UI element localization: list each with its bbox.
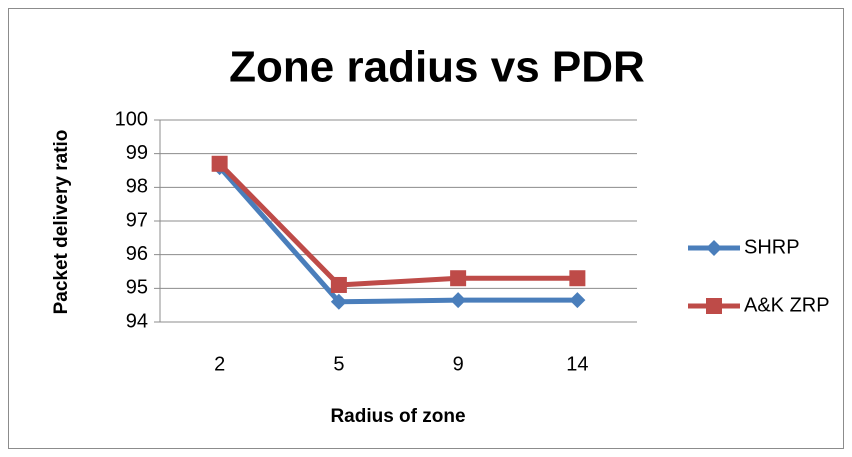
marker [569,270,586,287]
series-line [217,162,578,288]
marker [706,240,722,256]
legend-label: A&K ZRP [744,294,830,316]
y-tick-label: 99 [126,142,148,164]
y-tick-label: 97 [126,209,148,231]
chart-border [8,8,844,449]
y-tick-label: 95 [126,277,148,299]
y-tick-label: 96 [126,243,148,265]
y-axis-label: Packet delivery ratio [51,130,72,315]
marker [450,270,467,287]
marker [706,298,722,314]
x-tick-label: 5 [333,353,344,375]
series-line [217,165,578,305]
marker [569,292,586,309]
chart-title: Zone radius vs PDR [229,43,645,92]
y-tick-label: 100 [115,108,148,130]
marker [330,276,347,293]
marker [211,155,228,172]
x-tick-label: 9 [453,353,464,375]
y-tick-label: 98 [126,176,148,198]
x-tick-label: 14 [566,353,588,375]
x-axis-label: Radius of zone [330,406,465,427]
y-tick-label: 94 [126,310,148,332]
x-tick-label: 2 [214,353,225,375]
marker [450,292,467,309]
legend-label: SHRP [744,236,800,258]
marker [330,293,347,310]
